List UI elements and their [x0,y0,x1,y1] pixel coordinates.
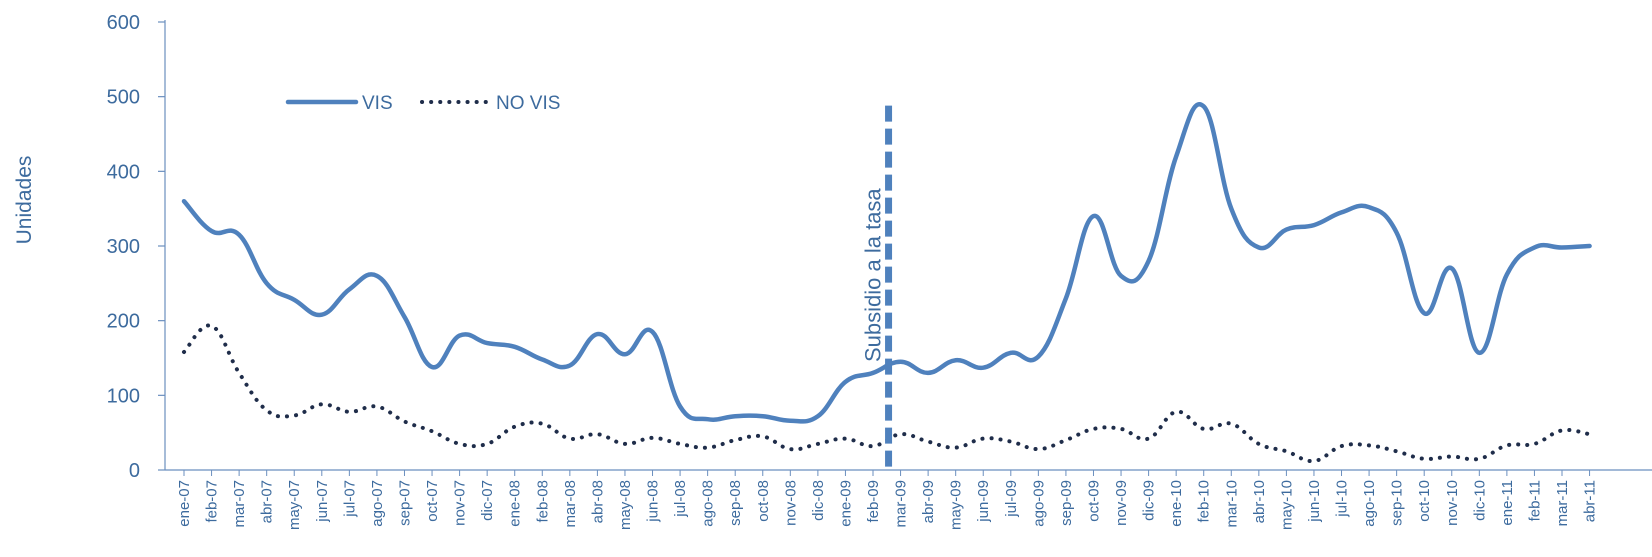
y-axis-label: Unidades [13,156,36,245]
x-tick-label: jul-08 [672,480,689,518]
x-tick-label: mar-09 [893,480,910,528]
x-tick-label: abr-07 [259,480,276,523]
x-tick-label: sep-07 [396,480,413,526]
annotations: Subsidio a la tasa [861,105,893,470]
x-tick-label: ago-07 [369,480,386,527]
x-tick-label: abr-08 [589,480,606,523]
legend-label: VIS [362,93,393,114]
x-tick-label: may-10 [1278,480,1295,530]
x-tick-label: nov-08 [782,480,799,526]
x-tick-label: feb-11 [1526,480,1543,521]
x-tick-label: dic-09 [1141,480,1158,521]
annotation-label: Subsidio a la tasa [861,188,886,362]
x-tick-label: dic-10 [1471,480,1488,521]
x-tick-label: sep-10 [1389,480,1406,526]
x-tick-label: nov-09 [1113,480,1130,526]
x-tick-label: ago-08 [700,480,717,527]
x-tick-label: ago-10 [1361,480,1378,527]
y-tick-label: 300 [107,236,140,258]
x-tick-label: ene-10 [1168,480,1185,527]
x-tick-label: jul-09 [1003,480,1020,518]
x-tick-label: mar-10 [1223,480,1240,528]
y-tick-label: 600 [107,12,140,34]
y-tick-label: 100 [107,385,140,407]
x-tick-label: ene-08 [507,480,524,527]
x-tick-label: jun-08 [645,480,662,523]
x-tick-label: jul-10 [1334,480,1351,518]
x-tick-label: jul-07 [341,480,358,518]
x-tick-label: may-07 [286,480,303,530]
legend-label: NO VIS [496,93,560,114]
x-tick-label: feb-09 [865,480,882,523]
x-tick-label: mar-11 [1554,480,1571,526]
x-tick-label: mar-08 [562,480,579,528]
x-tick-label: oct-07 [424,480,441,522]
x-tick-label: dic-08 [810,480,827,521]
x-tick-label: may-08 [617,480,634,530]
x-tick-label: jun-09 [975,480,992,523]
x-tick-label: dic-07 [479,480,496,521]
x-tick-label: mar-07 [231,480,248,528]
x-tick-label: nov-10 [1444,480,1461,526]
x-tick-label: ago-09 [1030,480,1047,527]
x-tick-label: ene-09 [837,480,854,527]
x-tick-label: ene-07 [176,480,193,527]
y-tick-label: 0 [129,460,140,482]
x-tick-label: abr-11 [1582,480,1599,522]
x-tick-label: nov-07 [452,480,469,526]
x-tick-label: oct-10 [1416,480,1433,522]
x-tick-label: may-09 [948,480,965,530]
y-tick-label: 200 [107,311,140,333]
x-tick-label: oct-08 [755,480,772,522]
legend: VIS NO VIS [285,93,560,114]
x-tick-label: jun-07 [314,480,331,523]
x-tick-label: sep-08 [727,480,744,526]
y-axis-ticks: 0 100 200 300 400 500 600 [107,12,165,482]
x-tick-label: ene-11 [1499,480,1516,526]
series-line-vis [181,102,1592,424]
x-tick-label: abr-10 [1251,480,1268,523]
x-tick-label: feb-07 [204,480,221,523]
x-tick-label: feb-08 [534,480,551,523]
x-tick-label: feb-10 [1196,480,1213,523]
x-tick-label: oct-09 [1085,480,1102,522]
x-tick-label: abr-09 [920,480,937,523]
x-axis-ticks: ene-07 feb-07 mar-07 abr-07 may-07 jun-07 jul-… [176,470,1599,530]
x-tick-label: sep-09 [1058,480,1075,526]
y-tick-label: 400 [107,161,140,183]
x-tick-label: jun-10 [1306,480,1323,523]
y-tick-label: 500 [107,87,140,109]
